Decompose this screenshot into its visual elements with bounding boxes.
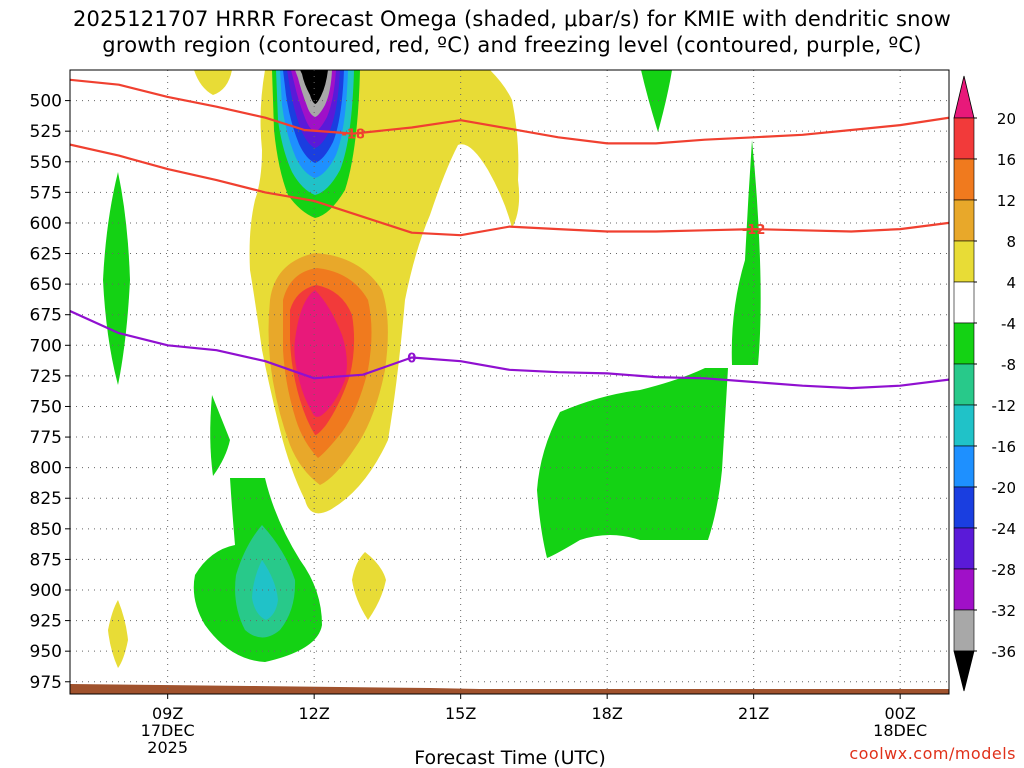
contour-dgz-minus18 — [70, 78, 949, 145]
y-tick-label: 900 — [30, 581, 62, 601]
colorbar-bin — [953, 609, 975, 652]
y-tick-label: 775 — [30, 428, 62, 448]
colorbar-label: -36 — [992, 643, 1017, 661]
x-tick-date: 18DEC — [873, 721, 927, 740]
colorbar-top-arrow — [953, 75, 975, 119]
chart-title: 2025121707 HRRR Forecast Omega (shaded, … — [0, 6, 1024, 58]
x-tick-label: 21Z — [738, 704, 769, 723]
colorbar-label: 20 — [997, 110, 1016, 128]
x-tick-label: 15Z — [445, 704, 476, 723]
colorbar-bin — [953, 117, 975, 160]
title-line-1: 2025121707 HRRR Forecast Omega (shaded, … — [72, 7, 952, 31]
colorbar-bin — [953, 322, 975, 365]
x-tick-year: 2025 — [147, 738, 188, 757]
y-tick-label: 850 — [30, 520, 62, 540]
y-tick-label: 675 — [30, 306, 62, 326]
y-tick-label: 875 — [30, 550, 62, 570]
y-tick-label: 925 — [30, 612, 62, 632]
x-tick-label: 00Z — [885, 704, 916, 723]
y-tick-label: 950 — [30, 642, 62, 662]
y-tick-label: 500 — [30, 92, 62, 112]
colorbar-label: -24 — [992, 520, 1017, 538]
colorbar-label: -28 — [992, 561, 1017, 579]
contour-dgz-minus12 — [70, 143, 949, 237]
y-tick-label: 750 — [30, 397, 62, 417]
y-tick-label: 700 — [30, 336, 62, 356]
colorbar-label: -8 — [1001, 356, 1016, 374]
colorbar-label: 8 — [1006, 233, 1016, 251]
colorbar-label: -16 — [992, 438, 1017, 456]
omega-teal-lowleft — [252, 560, 278, 620]
y-tick-label: 525 — [30, 122, 62, 142]
x-tick-label: 12Z — [299, 704, 330, 723]
plot-border — [69, 69, 950, 695]
colorbar-bin — [953, 240, 975, 283]
colorbar-label: 4 — [1006, 274, 1016, 292]
omega-green-top-streak — [641, 70, 672, 132]
y-tick-label: 575 — [30, 183, 62, 203]
omega-green-lowright — [537, 368, 728, 558]
y-tick-label: 625 — [30, 245, 62, 265]
colorbar: 20 16 12 8 4 -4 -8 -12 -16 -20 -24 -28 -32 -36 — [953, 75, 1017, 692]
title-line-2: growth region (contoured, red, ºC) and f… — [102, 33, 922, 57]
colorbar-label: 16 — [997, 151, 1016, 169]
contour-label-dgz-minus12: -12 — [742, 223, 766, 238]
contours — [70, 78, 949, 390]
colorbar-bin — [953, 281, 975, 324]
colorbar-label: -12 — [992, 397, 1017, 415]
omega-black-upper — [300, 70, 328, 104]
y-tick-label: 975 — [30, 673, 62, 693]
contour-label-dgz-minus18: -18 — [341, 128, 365, 143]
colorbar-label: 12 — [997, 192, 1016, 210]
x-tick-date: 17DEC — [141, 721, 195, 740]
colorbar-bin — [953, 568, 975, 611]
y-tick-label: 650 — [30, 275, 62, 295]
terrain — [70, 684, 949, 694]
y-tick-label: 725 — [30, 367, 62, 387]
omega-shading — [103, 70, 761, 668]
y-tick-label: 550 — [30, 153, 62, 173]
x-tick-label: 18Z — [592, 704, 623, 723]
colorbar-label: -32 — [992, 602, 1017, 620]
y-axis: 500 525 550 575 600 625 650 675 700 725 750 775 800 8… — [30, 92, 70, 693]
x-tick-label: 09Z — [152, 704, 183, 723]
colorbar-bin — [953, 158, 975, 201]
colorbar-bin — [953, 445, 975, 488]
omega-green-left-strip — [103, 172, 130, 385]
y-tick-label: 800 — [30, 459, 62, 479]
omega-green-small-left — [210, 395, 230, 476]
colorbar-label: -4 — [1001, 315, 1016, 333]
footer-url: coolwx.com/models — [849, 744, 1016, 763]
x-axis-title: Forecast Time (UTC) — [414, 747, 605, 768]
colorbar-bottom-arrow — [953, 650, 975, 692]
colorbar-bin — [953, 404, 975, 447]
omega-yellow-upper — [194, 70, 232, 95]
contour-labels: -18 -12 0 — [341, 128, 766, 367]
y-tick-label: 600 — [30, 214, 62, 234]
colorbar-label: -20 — [992, 479, 1017, 497]
y-tick-label: 825 — [30, 489, 62, 509]
colorbar-bin — [953, 486, 975, 529]
colorbar-bin — [953, 363, 975, 406]
colorbar-bin — [953, 527, 975, 570]
omega-pink-core — [294, 290, 347, 417]
omega-yellow-low-mid — [352, 552, 386, 620]
contour-label-freezing-level: 0 — [407, 352, 416, 367]
colorbar-bin — [953, 199, 975, 242]
contour-freezing-level — [70, 309, 949, 390]
